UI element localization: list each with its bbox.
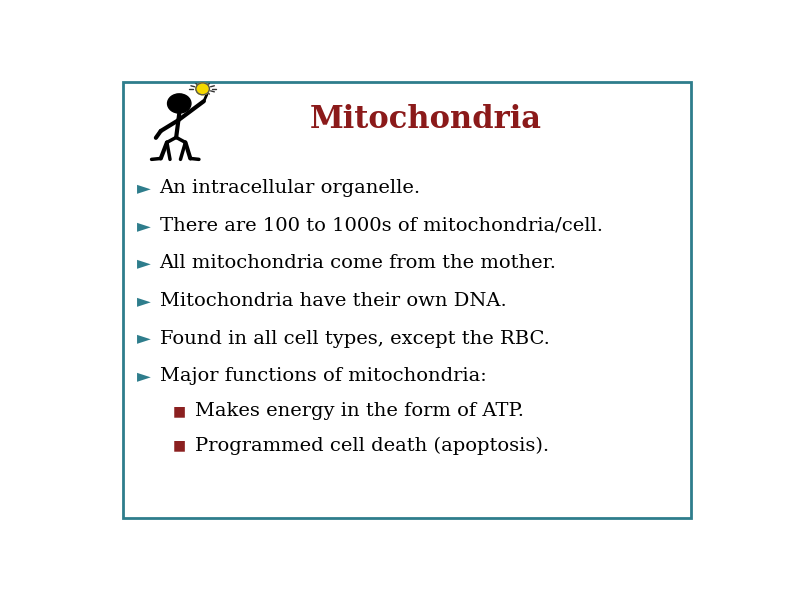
Text: Major functions of mitochondria:: Major functions of mitochondria: xyxy=(160,367,486,385)
Text: ►: ► xyxy=(137,292,151,310)
Text: Programmed cell death (apoptosis).: Programmed cell death (apoptosis). xyxy=(195,437,549,455)
FancyBboxPatch shape xyxy=(122,82,692,518)
Text: Makes energy in the form of ATP.: Makes energy in the form of ATP. xyxy=(195,402,523,420)
Text: ►: ► xyxy=(137,179,151,197)
Text: Found in all cell types, except the RBC.: Found in all cell types, except the RBC. xyxy=(160,330,549,347)
Text: ►: ► xyxy=(137,330,151,347)
Text: There are 100 to 1000s of mitochondria/cell.: There are 100 to 1000s of mitochondria/c… xyxy=(160,217,603,235)
Ellipse shape xyxy=(196,83,210,95)
Text: Mitochondria have their own DNA.: Mitochondria have their own DNA. xyxy=(160,292,507,310)
Text: ►: ► xyxy=(137,217,151,235)
Text: ►: ► xyxy=(137,255,151,273)
Text: All mitochondria come from the mother.: All mitochondria come from the mother. xyxy=(160,255,557,273)
Text: Mitochondria: Mitochondria xyxy=(310,104,542,135)
Text: ►: ► xyxy=(137,367,151,385)
Text: ■: ■ xyxy=(172,405,186,418)
Text: ■: ■ xyxy=(172,439,186,453)
Ellipse shape xyxy=(168,94,191,113)
Text: An intracellular organelle.: An intracellular organelle. xyxy=(160,179,421,197)
